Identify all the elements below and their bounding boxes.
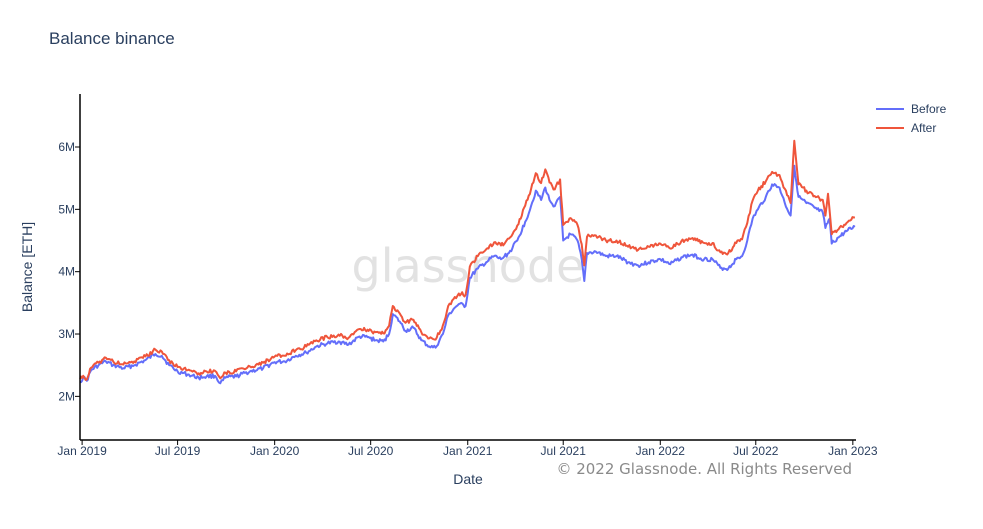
x-axis-ticks: Jan 2019 Jul 2019 Jan 2020 Jul 2020 Jan 2021… xyxy=(57,440,878,458)
legend-item-before[interactable]: Before xyxy=(876,102,947,116)
x-tick-label: Jul 2020 xyxy=(348,444,394,458)
x-tick-label: Jan 2021 xyxy=(443,444,493,458)
x-tick-label: Jan 2023 xyxy=(828,444,878,458)
y-tick-label: 3M xyxy=(58,327,75,341)
x-tick-label: Jan 2020 xyxy=(250,444,300,458)
series-line-before xyxy=(79,164,856,385)
legend-label: Before xyxy=(911,102,947,116)
legend-item-after[interactable]: After xyxy=(876,121,936,135)
chart-title: Balance binance xyxy=(49,29,175,48)
y-tick-label: 5M xyxy=(58,202,75,216)
y-tick-label: 2M xyxy=(58,389,75,403)
x-tick-label: Jul 2019 xyxy=(155,444,201,458)
x-tick-label: Jul 2021 xyxy=(541,444,587,458)
y-tick-label: 6M xyxy=(58,140,75,154)
y-axis-ticks: 2M 3M 4M 5M 6M xyxy=(58,140,80,403)
x-tick-label: Jan 2019 xyxy=(57,444,107,458)
plot-series xyxy=(79,139,856,385)
legend[interactable]: Before After xyxy=(876,102,947,135)
x-axis-title: Date xyxy=(453,471,483,487)
x-tick-label: Jul 2022 xyxy=(733,444,779,458)
y-axis-title: Balance [ETH] xyxy=(19,222,35,312)
series-line-after xyxy=(79,139,855,381)
copyright-text: © 2022 Glassnode. All Rights Reserved xyxy=(556,460,852,478)
x-tick-label: Jan 2022 xyxy=(636,444,686,458)
legend-label: After xyxy=(911,121,936,135)
y-tick-label: 4M xyxy=(58,265,75,279)
